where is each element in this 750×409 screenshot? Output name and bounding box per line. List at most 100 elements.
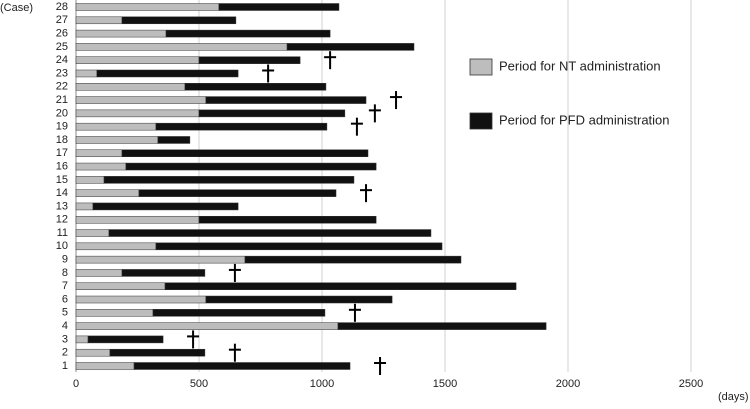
y-tick-label: 26 <box>56 27 68 39</box>
bar-segment <box>75 122 157 131</box>
bar-segment <box>75 309 154 317</box>
legend-label: Period for NT administration <box>499 58 661 73</box>
bar-segment <box>155 242 443 251</box>
bar-segment <box>75 56 200 64</box>
death-marker <box>324 51 337 70</box>
y-tick-label: 16 <box>56 160 68 172</box>
y-tick-label: 14 <box>56 187 68 199</box>
y-axis-label: (Case) <box>0 2 33 14</box>
bar-segment <box>75 202 94 211</box>
y-tick-label: 13 <box>56 200 68 212</box>
bar-segment <box>75 322 339 330</box>
y-tick-label: 25 <box>56 41 68 53</box>
y-tick-label: 22 <box>56 81 68 93</box>
bar-segment <box>184 83 327 91</box>
y-tick-label: 9 <box>62 254 68 266</box>
bar-segment <box>75 229 110 237</box>
bar-segment <box>75 215 200 224</box>
y-tick-label: 21 <box>56 94 68 106</box>
bar-segment <box>75 162 127 171</box>
x-tick-label: 0 <box>73 378 79 390</box>
bar-segment <box>75 362 135 370</box>
y-tick-label: 28 <box>56 1 68 13</box>
y-tick-label: 3 <box>62 333 68 345</box>
bar-segment <box>157 136 191 144</box>
legend-label: Period for PFD administration <box>499 112 670 127</box>
bar-segment <box>87 335 164 344</box>
bar-segment <box>165 29 331 38</box>
x-axis-label: (days) <box>718 391 749 403</box>
bar-segment <box>96 69 239 78</box>
bar-segment <box>75 136 159 144</box>
y-tick-label: 6 <box>62 293 68 305</box>
y-tick-label: 19 <box>56 121 68 133</box>
bar-segment <box>75 189 140 197</box>
bar-segment <box>108 229 432 237</box>
bar-segment <box>244 255 462 264</box>
bar-segment <box>75 295 207 304</box>
x-tick-label: 2500 <box>679 378 703 390</box>
bar-segment <box>75 269 123 277</box>
bar-segment <box>138 189 337 197</box>
bar-segment <box>75 83 186 91</box>
bar-segment <box>75 348 111 357</box>
death-marker <box>228 263 241 282</box>
bar-segment <box>75 16 123 25</box>
y-tick-label: 27 <box>56 14 68 26</box>
y-tick-label: 5 <box>62 307 68 319</box>
bar-segment <box>75 242 157 251</box>
y-tick-label: 11 <box>57 227 68 239</box>
bar-segment <box>164 282 517 290</box>
bar-segment <box>75 109 200 118</box>
bar-segment <box>198 109 346 118</box>
bar-segment <box>75 96 207 104</box>
death-marker <box>374 357 387 375</box>
x-tick-label: 1000 <box>310 378 334 390</box>
bar-segment <box>205 96 367 104</box>
bar-segment <box>109 348 206 357</box>
bar-segment <box>133 362 351 370</box>
bar-segment <box>152 309 326 317</box>
y-tick-label: 1 <box>62 360 68 372</box>
death-marker <box>187 330 200 349</box>
y-tick-label: 2 <box>62 347 68 359</box>
y-tick-label: 7 <box>62 280 68 292</box>
bar-segment <box>103 176 355 184</box>
bar-segment <box>337 322 547 330</box>
bar-segment <box>75 69 98 78</box>
bar-segment <box>75 149 123 158</box>
y-tick-label: 4 <box>62 320 68 332</box>
legend-swatch <box>469 112 493 130</box>
bar-segment <box>125 162 377 171</box>
death-marker <box>368 104 381 123</box>
y-tick-label: 20 <box>56 107 68 119</box>
bar-segment <box>75 255 246 264</box>
bar-segment <box>75 29 167 38</box>
bar-segment <box>121 149 369 158</box>
y-tick-label: 23 <box>56 67 68 79</box>
y-tick-label: 18 <box>56 134 68 146</box>
x-tick-label: 1500 <box>433 378 457 390</box>
y-tick-label: 15 <box>56 174 68 186</box>
legend-swatch <box>469 58 493 76</box>
death-marker <box>390 91 403 110</box>
bar-segment <box>92 202 239 211</box>
death-marker <box>348 303 361 322</box>
bar-segment <box>218 3 340 11</box>
y-tick-label: 24 <box>56 54 68 66</box>
bar-segment <box>121 269 206 277</box>
bar-segment <box>75 335 89 344</box>
y-tick-label: 12 <box>56 214 68 226</box>
death-marker <box>360 184 373 203</box>
y-tick-label: 8 <box>62 267 68 279</box>
x-tick-label: 500 <box>190 378 208 390</box>
bar-segment <box>121 16 237 25</box>
death-marker <box>262 64 275 83</box>
y-tick-label: 17 <box>56 147 68 159</box>
bar-segment <box>75 43 288 51</box>
bar-segment <box>75 282 166 290</box>
bar-segment <box>75 176 105 184</box>
bar-segment <box>75 3 220 11</box>
bar-segment <box>155 122 328 131</box>
